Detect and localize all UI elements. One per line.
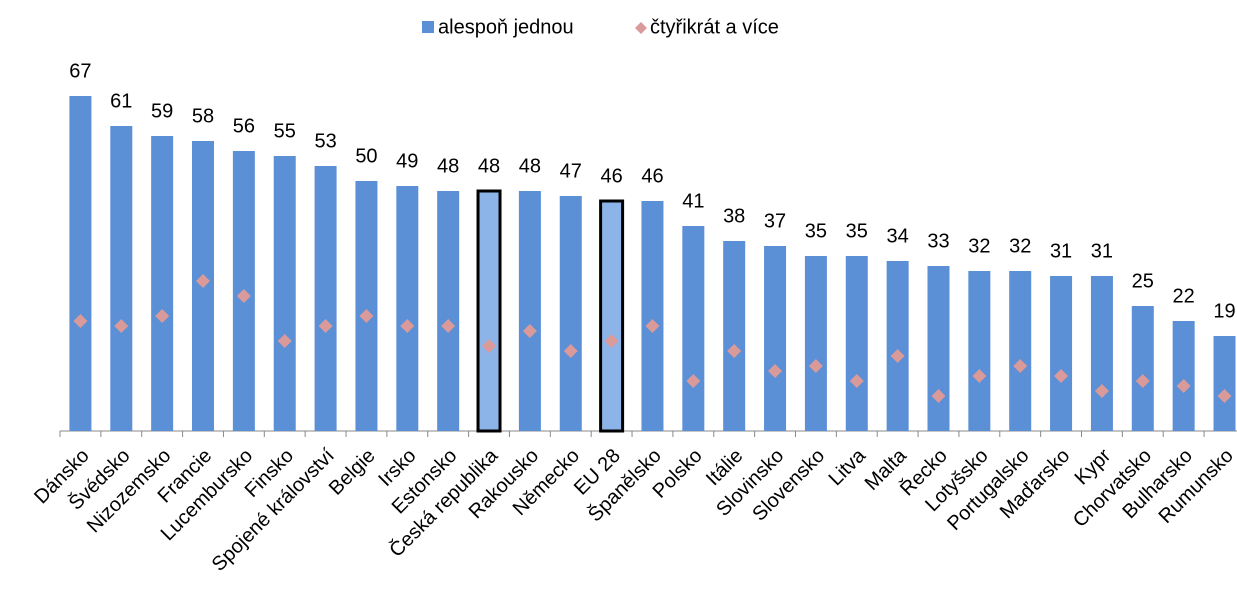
diamond-marker xyxy=(727,344,742,358)
diamond-marker xyxy=(196,274,211,288)
bar xyxy=(355,181,378,431)
data-label: 49 xyxy=(396,150,418,172)
data-label: 34 xyxy=(887,225,909,247)
data-label: 35 xyxy=(805,220,827,242)
diamond-marker xyxy=(931,389,946,403)
data-label: 48 xyxy=(437,155,459,177)
bar xyxy=(314,166,337,431)
diamond-marker xyxy=(73,314,88,328)
diamond-marker xyxy=(114,319,129,333)
bar xyxy=(110,126,133,431)
diamond-marker xyxy=(318,319,333,333)
bar xyxy=(1172,321,1195,431)
bar xyxy=(518,191,541,431)
bar xyxy=(845,256,868,431)
bar xyxy=(641,201,664,431)
data-label: 46 xyxy=(641,165,663,187)
diamond-marker xyxy=(1135,374,1150,388)
bar xyxy=(1050,276,1073,431)
legend-swatch xyxy=(422,21,434,33)
data-label: 67 xyxy=(69,60,91,82)
bar xyxy=(69,96,92,431)
data-label: 22 xyxy=(1173,285,1195,307)
diamond-marker xyxy=(1054,369,1069,383)
bar xyxy=(764,246,787,431)
data-label: 48 xyxy=(519,155,541,177)
data-label: 53 xyxy=(314,130,336,152)
bar xyxy=(1009,271,1032,431)
diamond-marker xyxy=(482,339,497,353)
data-label: 35 xyxy=(846,220,868,242)
data-label: 41 xyxy=(682,190,704,212)
bar xyxy=(1090,276,1113,431)
diamond-marker xyxy=(359,309,374,323)
data-label: 25 xyxy=(1132,270,1154,292)
data-label: 48 xyxy=(478,155,500,177)
bar xyxy=(886,261,909,431)
diamond-marker xyxy=(441,319,456,333)
data-label: 46 xyxy=(600,165,622,187)
data-label: 56 xyxy=(233,115,255,137)
diamond-marker xyxy=(849,374,864,388)
diamond-marker xyxy=(604,334,619,348)
bar xyxy=(559,196,582,431)
diamond-marker xyxy=(645,319,660,333)
bar xyxy=(396,186,419,431)
diamond-marker xyxy=(890,349,905,363)
data-label: 32 xyxy=(968,235,990,257)
bar xyxy=(1131,306,1154,431)
data-label: 61 xyxy=(110,90,132,112)
bar xyxy=(968,271,991,431)
bar xyxy=(599,199,625,433)
data-label: 47 xyxy=(560,160,582,182)
diamond-marker xyxy=(1094,384,1109,398)
bar xyxy=(927,266,950,431)
data-label: 19 xyxy=(1213,300,1235,322)
legend-swatch xyxy=(635,22,647,34)
data-label: 50 xyxy=(355,145,377,167)
legend-label: čtyřikrát a více xyxy=(650,16,779,38)
diamond-marker xyxy=(1176,379,1191,393)
data-label: 59 xyxy=(151,100,173,122)
data-label: 33 xyxy=(927,230,949,252)
data-label: 32 xyxy=(1009,235,1031,257)
data-label: 55 xyxy=(274,120,296,142)
data-label: 37 xyxy=(764,210,786,232)
bar xyxy=(437,191,460,431)
diamond-marker xyxy=(155,309,170,323)
diamond-marker xyxy=(768,364,783,378)
data-label: 31 xyxy=(1091,240,1113,262)
diamond-marker xyxy=(522,324,537,338)
bar xyxy=(1213,336,1236,431)
diamond-marker xyxy=(808,359,823,373)
diamond-marker xyxy=(236,289,251,303)
diamond-marker xyxy=(1013,359,1028,373)
diamond-marker xyxy=(1217,389,1232,403)
diamond-marker xyxy=(400,319,415,333)
diamond-marker xyxy=(972,369,987,383)
diamond-marker xyxy=(563,344,578,358)
x-tick-label: Belgie xyxy=(325,445,380,500)
bar xyxy=(804,256,827,431)
bar xyxy=(476,189,502,433)
diamond-marker xyxy=(686,374,701,388)
data-label: 58 xyxy=(192,105,214,127)
data-label: 31 xyxy=(1050,240,1072,262)
data-label: 38 xyxy=(723,205,745,227)
bar xyxy=(682,226,705,431)
bar xyxy=(151,136,174,431)
bar xyxy=(723,241,746,431)
legend-label: alespoň jednou xyxy=(438,16,574,38)
diamond-marker xyxy=(277,334,292,348)
bar xyxy=(273,156,296,431)
